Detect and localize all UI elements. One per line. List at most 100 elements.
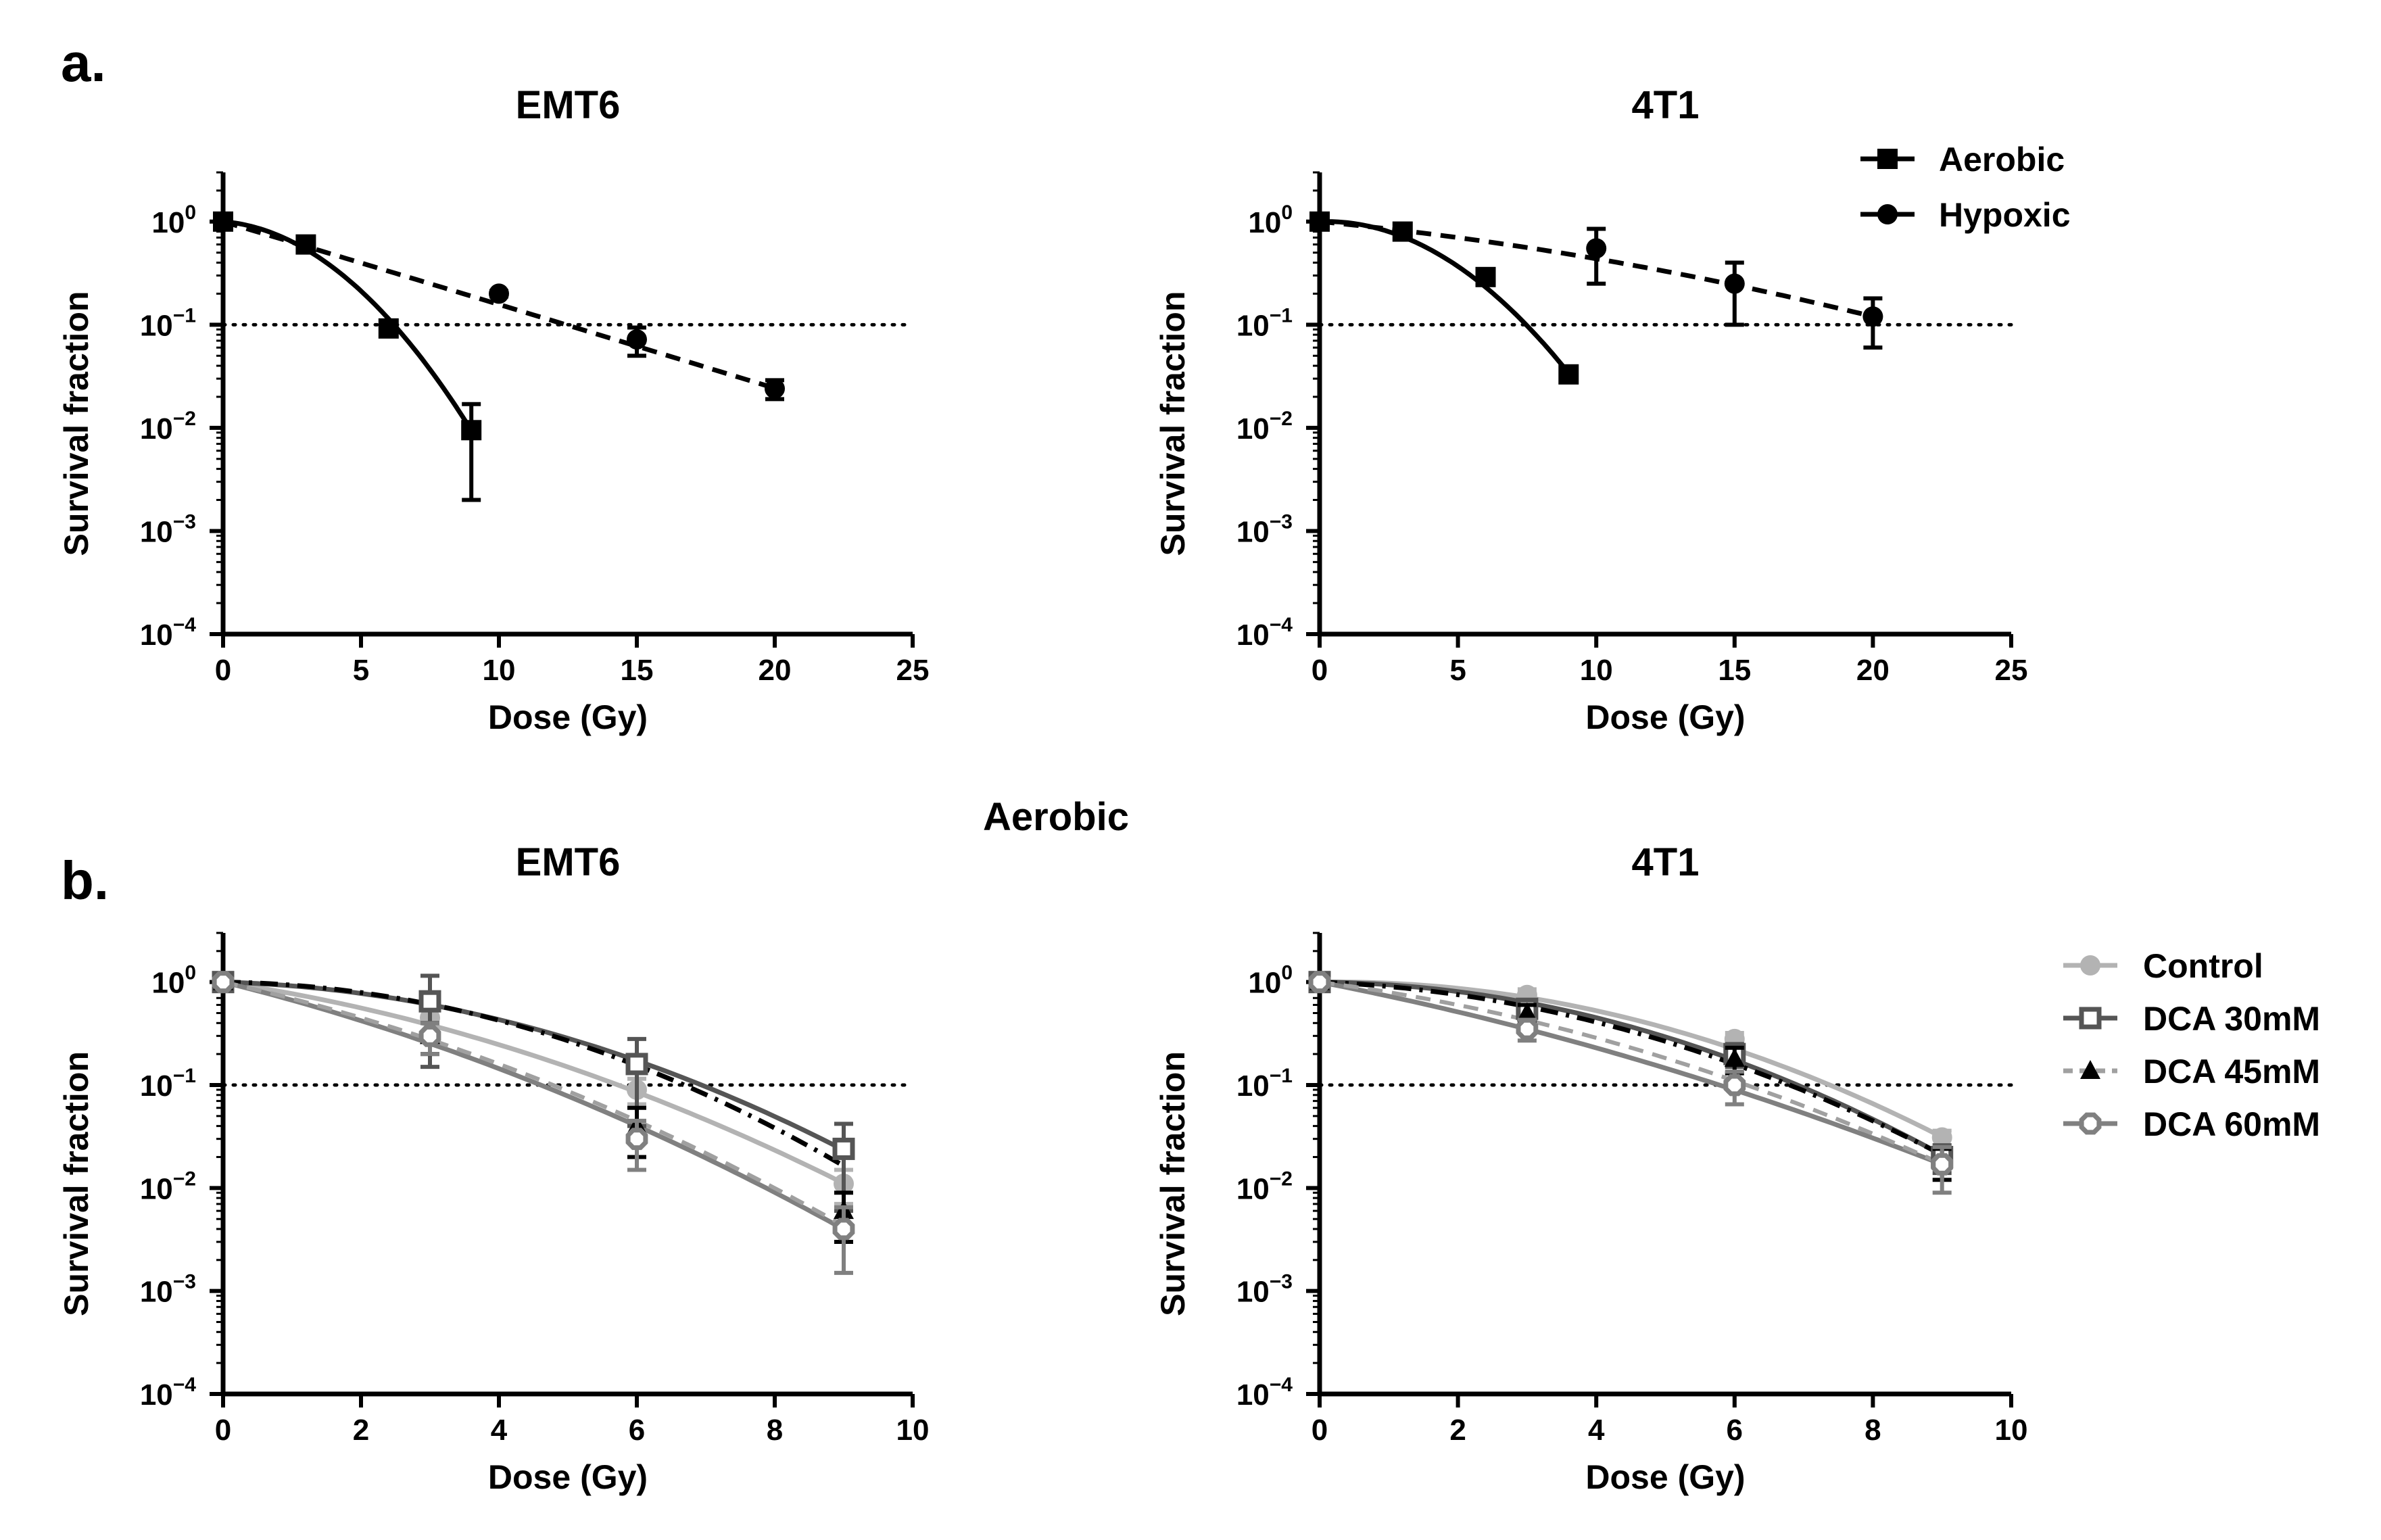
legend-label-dca-30mm: DCA 30mM [2143, 1000, 2320, 1038]
y-tick-label: 100 [151, 201, 196, 239]
point-dca-60mm [1931, 1153, 1954, 1176]
y-tick-label: 10−1 [140, 304, 196, 342]
y-axis-label: Survival fraction [1154, 1051, 1192, 1316]
x-axis-label: Dose (Gy) [488, 698, 648, 736]
y-tick-label: 10−3 [140, 510, 196, 548]
x-tick-label: 25 [896, 654, 930, 687]
point-hypoxic [213, 211, 233, 232]
point-control [1931, 1127, 1952, 1148]
point-aerobic [1392, 221, 1413, 242]
point-dca-60mm [212, 971, 235, 994]
y-tick-label: 10−4 [140, 614, 196, 652]
chart-title: EMT6 [516, 840, 621, 884]
x-tick-label: 4 [1588, 1414, 1605, 1447]
x-tick-label: 0 [215, 1414, 231, 1447]
x-axis-label: Dose (Gy) [488, 1458, 648, 1496]
y-axis-label: Survival fraction [57, 1051, 95, 1316]
x-tick-label: 10 [1995, 1414, 2028, 1447]
x-tick-label: 5 [353, 654, 369, 687]
point-aerobic [461, 420, 482, 441]
point-aerobic [378, 318, 399, 339]
chart-title: EMT6 [516, 83, 621, 127]
point-aerobic [1475, 266, 1496, 287]
legend-label-hypoxic: Hypoxic [1939, 196, 2071, 234]
fit-curve-control [222, 980, 845, 1186]
panel-label-b: b. [61, 850, 109, 911]
chart-b-emt6: EMT6 0 2 4 6 8 10 100 10−1 10−2 10−3 10−4 Dose (Gy) S… [57, 840, 929, 1496]
x-tick-label: 15 [1718, 654, 1751, 687]
point-dca-60mm [1516, 1017, 1539, 1040]
legend-marker-dca-60mm [2079, 1112, 2102, 1135]
x-tick-label: 0 [1312, 654, 1328, 687]
y-tick-label: 10−2 [1236, 1168, 1293, 1205]
legend-marker-dca-45mm [2080, 1060, 2100, 1079]
x-tick-label: 10 [896, 1414, 930, 1447]
fit-curve-control [1319, 979, 1944, 1140]
chart-b-4t1: 4T1 0 2 4 6 8 10 100 10−1 10−2 10−3 10−4 Dose (Gy) Su… [1154, 840, 2027, 1496]
x-axis-label: Dose (Gy) [1585, 1458, 1745, 1496]
x-tick-label: 0 [215, 654, 231, 687]
x-tick-label: 2 [353, 1414, 369, 1447]
y-tick-label: 10−4 [140, 1374, 196, 1412]
point-dca-60mm [625, 1128, 648, 1151]
chart-title: 4T1 [1632, 83, 1700, 127]
legend-a: Aerobic Hypoxic [1860, 141, 2071, 234]
point-hypoxic [627, 329, 647, 350]
x-tick-label: 25 [1995, 654, 2028, 687]
point-aerobic [1558, 364, 1579, 385]
point-dca-45mm [1516, 1002, 1537, 1021]
y-axis-label: Survival fraction [1154, 291, 1192, 556]
point-hypoxic [1862, 306, 1883, 327]
y-tick-label: 10−3 [140, 1271, 196, 1309]
chart-a-emt6: EMT6 0 5 10 15 20 25 100 10−1 10−2 10−3 10−4 Dose (G… [57, 83, 929, 736]
legend-label-control: Control [2143, 947, 2263, 985]
point-dca-60mm [832, 1218, 855, 1241]
panel-label-a: a. [61, 32, 106, 93]
x-tick-label: 4 [491, 1414, 508, 1447]
y-tick-label: 10−2 [140, 1168, 196, 1205]
point-dca-60mm [418, 1024, 441, 1047]
x-tick-label: 5 [1449, 654, 1466, 687]
legend-label-dca-60mm: DCA 60mM [2143, 1105, 2320, 1143]
y-tick-label: 10−1 [1236, 1065, 1293, 1103]
point-hypoxic [765, 378, 785, 399]
x-tick-label: 10 [1580, 654, 1613, 687]
legend-label-aerobic: Aerobic [1939, 141, 2065, 178]
legend-marker-aerobic [1877, 149, 1898, 169]
x-tick-label: 10 [483, 654, 516, 687]
x-tick-label: 20 [759, 654, 792, 687]
x-tick-label: 8 [767, 1414, 783, 1447]
point-hypoxic [1724, 273, 1745, 294]
legend-marker-hypoxic [1877, 204, 1898, 224]
point-dca-60mm [1308, 971, 1331, 994]
point-dca-60mm [1723, 1074, 1746, 1097]
y-tick-label: 100 [1248, 962, 1293, 1000]
point-dca-45mm [1724, 1048, 1745, 1067]
point-dca-30mm [832, 1137, 855, 1160]
fit-curve-dca-60mm [222, 980, 845, 1232]
legend-marker-control [2080, 955, 2100, 976]
y-tick-label: 10−2 [1236, 408, 1293, 446]
chart-title: 4T1 [1632, 840, 1700, 884]
y-tick-label: 10−2 [140, 408, 196, 446]
point-hypoxic [489, 283, 509, 304]
y-tick-label: 10−3 [1236, 510, 1293, 548]
point-hypoxic [1309, 211, 1330, 232]
x-tick-label: 8 [1865, 1414, 1881, 1447]
x-tick-label: 0 [1312, 1414, 1328, 1447]
fit-curve-aerobic [222, 219, 474, 432]
point-hypoxic [1586, 238, 1607, 259]
point-aerobic [295, 234, 316, 255]
y-tick-label: 10−3 [1236, 1271, 1293, 1309]
x-axis-label: Dose (Gy) [1585, 698, 1745, 736]
section-title: Aerobic [983, 795, 1129, 839]
y-tick-label: 10−4 [1236, 1374, 1293, 1412]
fit-curve-extra [1319, 980, 1943, 1166]
y-tick-label: 10−1 [140, 1065, 196, 1103]
legend-b: Control DCA 30mM DCA 45mM DCA 60mM [2063, 947, 2320, 1143]
x-tick-label: 6 [629, 1414, 645, 1447]
fit-curve-extra [222, 980, 845, 1228]
point-dca-30mm [625, 1053, 648, 1076]
x-tick-label: 6 [1727, 1414, 1743, 1447]
